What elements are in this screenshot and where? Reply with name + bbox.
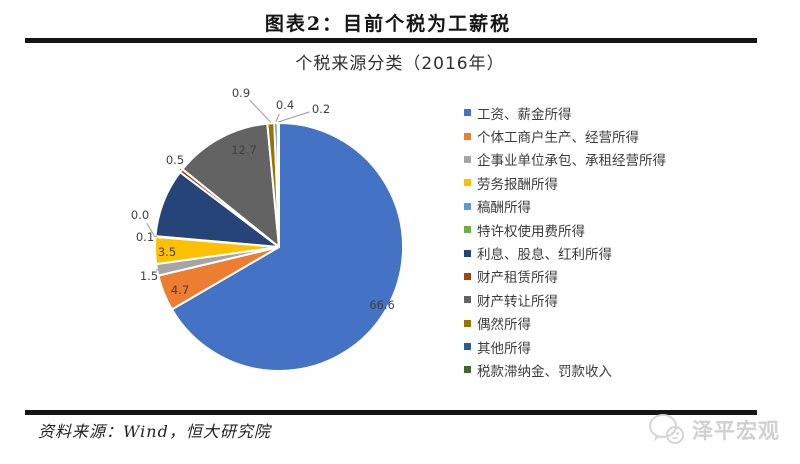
pie-slice-8 [181, 122, 280, 248]
pie-data-label-10: 0.4 [276, 98, 294, 112]
legend-item-1: 个体工商户生产、经营所得 [464, 124, 666, 147]
legend-swatch-icon [464, 343, 471, 351]
pie-data-label-8: 12.7 [231, 143, 257, 157]
legend-label: 特许权使用费所得 [477, 223, 585, 240]
legend-label: 工资、薪金所得 [477, 106, 572, 123]
bottom-divider [25, 410, 757, 415]
label-leader-line-9 [249, 99, 272, 123]
watermark-text: 泽平宏观 [692, 419, 780, 443]
legend-swatch-icon [464, 296, 471, 304]
legend-label: 财产租赁所得 [477, 270, 558, 287]
pie-data-label-0: 66.6 [369, 298, 395, 312]
label-leader-line-10 [275, 113, 280, 123]
legend-swatch-icon [464, 132, 471, 140]
legend-item-5: 特许权使用费所得 [464, 218, 666, 241]
legend-label: 财产转让所得 [477, 293, 558, 310]
legend-label: 企事业单位承包、承租经营所得 [477, 153, 666, 170]
pie-data-label-2: 1.5 [140, 269, 158, 283]
pie-slice-0 [170, 122, 405, 372]
pie-data-label-7: 0.5 [166, 153, 184, 167]
pie-data-label-3: 3.5 [158, 245, 176, 259]
legend-label: 稿酬所得 [477, 200, 531, 217]
source-note: 资料来源：Wind，恒大研究院 [38, 422, 271, 441]
legend-item-8: 财产转让所得 [464, 288, 666, 311]
legend-swatch-icon [464, 202, 471, 210]
legend-swatch-icon [464, 272, 471, 280]
legend-item-10: 其他所得 [464, 335, 666, 358]
label-leader-line-5 [146, 222, 155, 237]
legend-swatch-icon [464, 319, 471, 327]
pie-data-label-11: 0.2 [312, 102, 330, 116]
legend-item-2: 企事业单位承包、承租经营所得 [464, 148, 666, 171]
label-leader-line-11 [278, 111, 310, 123]
legend-label: 劳务报酬所得 [477, 176, 558, 193]
legend-item-9: 偶然所得 [464, 312, 666, 335]
pie-slice-11 [276, 121, 280, 248]
legend-swatch-icon [464, 366, 471, 374]
top-divider [25, 38, 757, 43]
legend-item-4: 稿酬所得 [464, 195, 666, 218]
legend-label: 税款滞纳金、罚款收入 [477, 363, 612, 380]
legend-swatch-icon [464, 249, 471, 257]
pie-data-label-9: 0.9 [232, 86, 250, 100]
legend-swatch-icon [464, 179, 471, 187]
pie-data-label-1: 4.7 [171, 283, 189, 297]
pie-data-label-4: 0.1 [136, 230, 154, 244]
legend-label: 偶然所得 [477, 317, 531, 334]
legend-item-11: 税款滞纳金、罚款收入 [464, 358, 666, 381]
legend-swatch-icon [464, 155, 471, 163]
chart-legend: 工资、薪金所得个体工商户生产、经营所得企事业单位承包、承租经营所得 劳务报酬所得稿… [464, 101, 666, 382]
legend-label: 个体工商户生产、经营所得 [477, 130, 639, 147]
legend-item-0: 工资、薪金所得 [464, 101, 666, 124]
chart-title: 个税来源分类（2016年） [295, 54, 505, 74]
pie-data-label-5: 0.0 [131, 208, 149, 222]
legend-swatch-icon [464, 109, 471, 117]
legend-item-6: 利息、股息、红利所得 [464, 241, 666, 264]
legend-item-3: 劳务报酬所得 [464, 171, 666, 194]
zeping-hongguan-logo-icon [649, 414, 684, 444]
watermark: 泽平宏观 [648, 413, 780, 447]
figure-title: 图表2：目前个税为工薪税 [264, 13, 512, 35]
legend-label: 利息、股息、红利所得 [477, 247, 612, 264]
legend-swatch-icon [464, 226, 471, 234]
legend-label: 其他所得 [477, 340, 531, 357]
legend-item-7: 财产租赁所得 [464, 265, 666, 288]
